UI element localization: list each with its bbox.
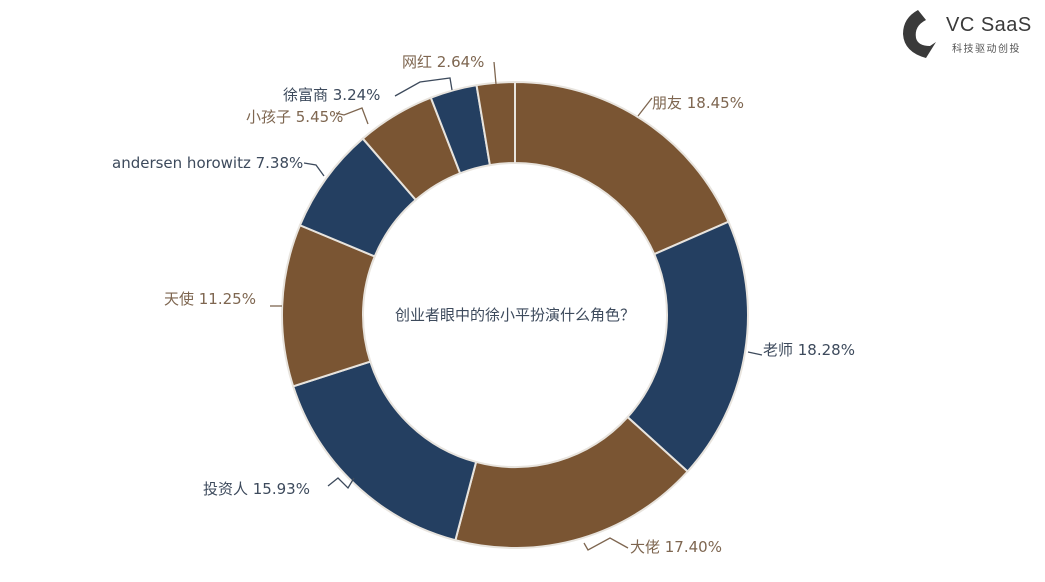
- label-rich-merchant: 徐富商 3.24%: [283, 86, 381, 104]
- donut-slice-3[interactable]: [291, 360, 478, 542]
- logo-subtitle: 科技驱动创投: [952, 44, 1021, 55]
- logo-title: VC SaaS: [946, 14, 1032, 36]
- label-kid: 小孩子 5.45%: [246, 108, 344, 126]
- donut-slices: [281, 80, 749, 549]
- leader-line-1: [747, 351, 763, 356]
- vc-saas-logo-icon: [903, 10, 936, 58]
- leader-line-8: [493, 61, 497, 85]
- vc-saas-logo: VC SaaS 科技驱动创投: [900, 8, 1040, 60]
- label-teacher: 老师 18.28%: [763, 341, 855, 359]
- donut-slice-8[interactable]: [475, 80, 516, 167]
- donut-slice-1[interactable]: [626, 220, 749, 473]
- label-influencer: 网红 2.64%: [402, 53, 485, 71]
- label-big-shot: 大佬 17.40%: [630, 538, 722, 556]
- label-investor: 投资人 15.93%: [203, 480, 310, 498]
- leader-line-0: [637, 97, 653, 117]
- leader-line-7: [394, 77, 453, 97]
- leader-lines: [270, 61, 763, 551]
- leader-line-5: [303, 162, 325, 177]
- leader-line-2: [583, 537, 629, 551]
- label-friend: 朋友 18.45%: [652, 94, 744, 112]
- label-angel: 天使 11.25%: [164, 290, 256, 308]
- leader-line-6: [335, 107, 369, 125]
- chart-title: 创业者眼中的徐小平扮演什么角色？: [394, 306, 635, 324]
- leader-line-3: [327, 477, 355, 490]
- label-andersen-horowitz: andersen horowitz 7.38%: [112, 154, 304, 172]
